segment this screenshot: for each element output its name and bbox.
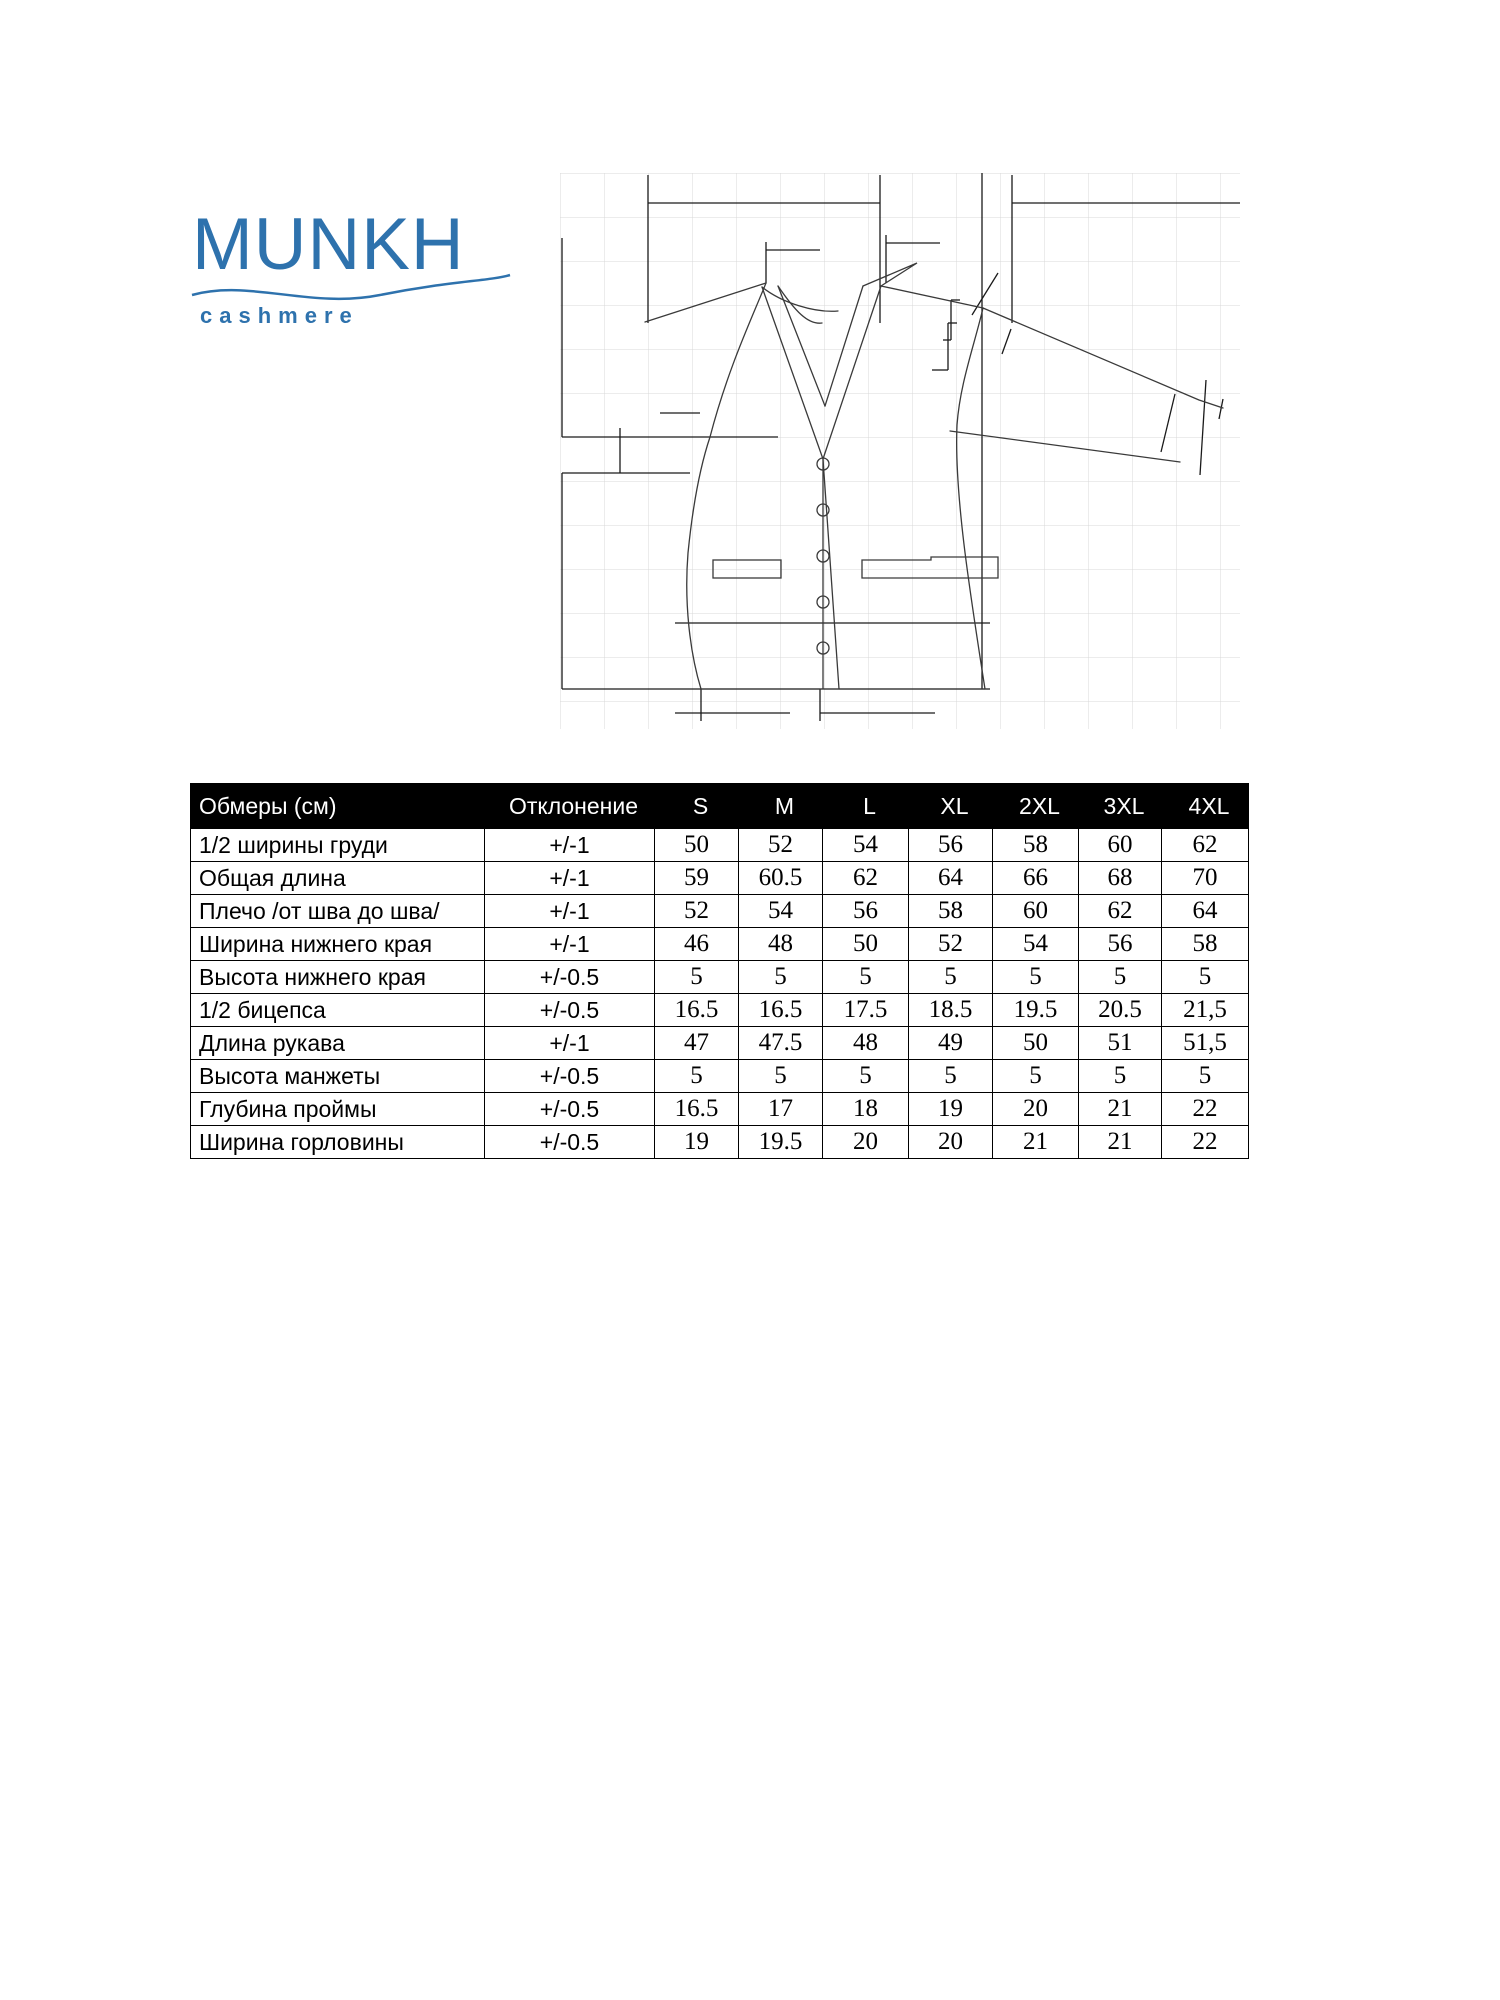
svg-text:cashmere: cashmere	[200, 303, 359, 328]
svg-text:MUNKH: MUNKH	[192, 204, 465, 285]
